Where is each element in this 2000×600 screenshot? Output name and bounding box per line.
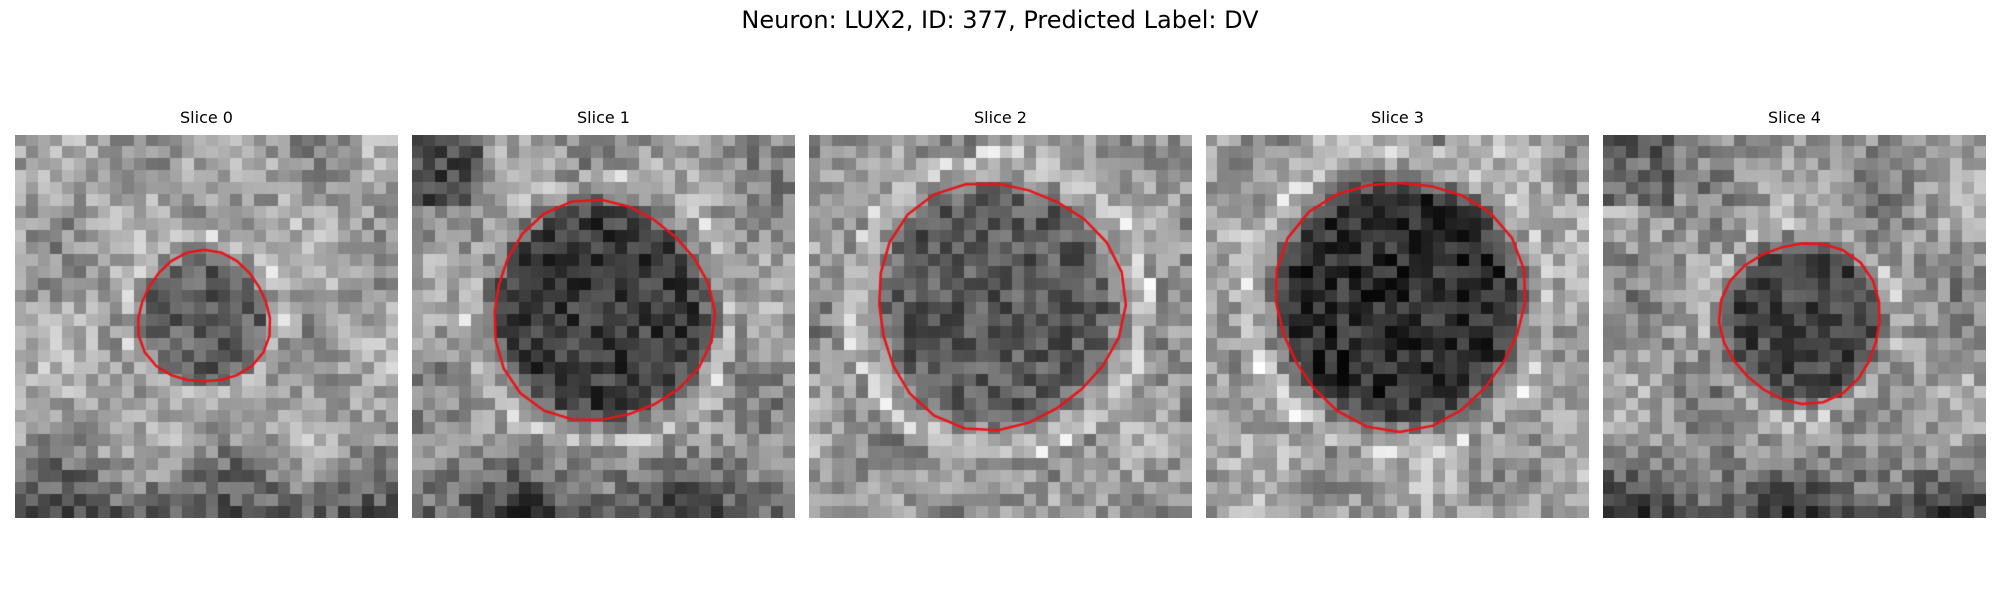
slice-title-0: Slice 0: [180, 108, 233, 127]
figure-title: Neuron: LUX2, ID: 377, Predicted Label: …: [741, 6, 1259, 34]
slice-image-1: [412, 135, 795, 518]
slice-title-1: Slice 1: [577, 108, 630, 127]
slice-title-4: Slice 4: [1768, 108, 1821, 127]
slice-title-2: Slice 2: [974, 108, 1027, 127]
slice-image-3: [1206, 135, 1589, 518]
slice-image-4: [1603, 135, 1986, 518]
slice-image-0: [15, 135, 398, 518]
slice-title-3: Slice 3: [1371, 108, 1424, 127]
slice-image-2: [809, 135, 1192, 518]
